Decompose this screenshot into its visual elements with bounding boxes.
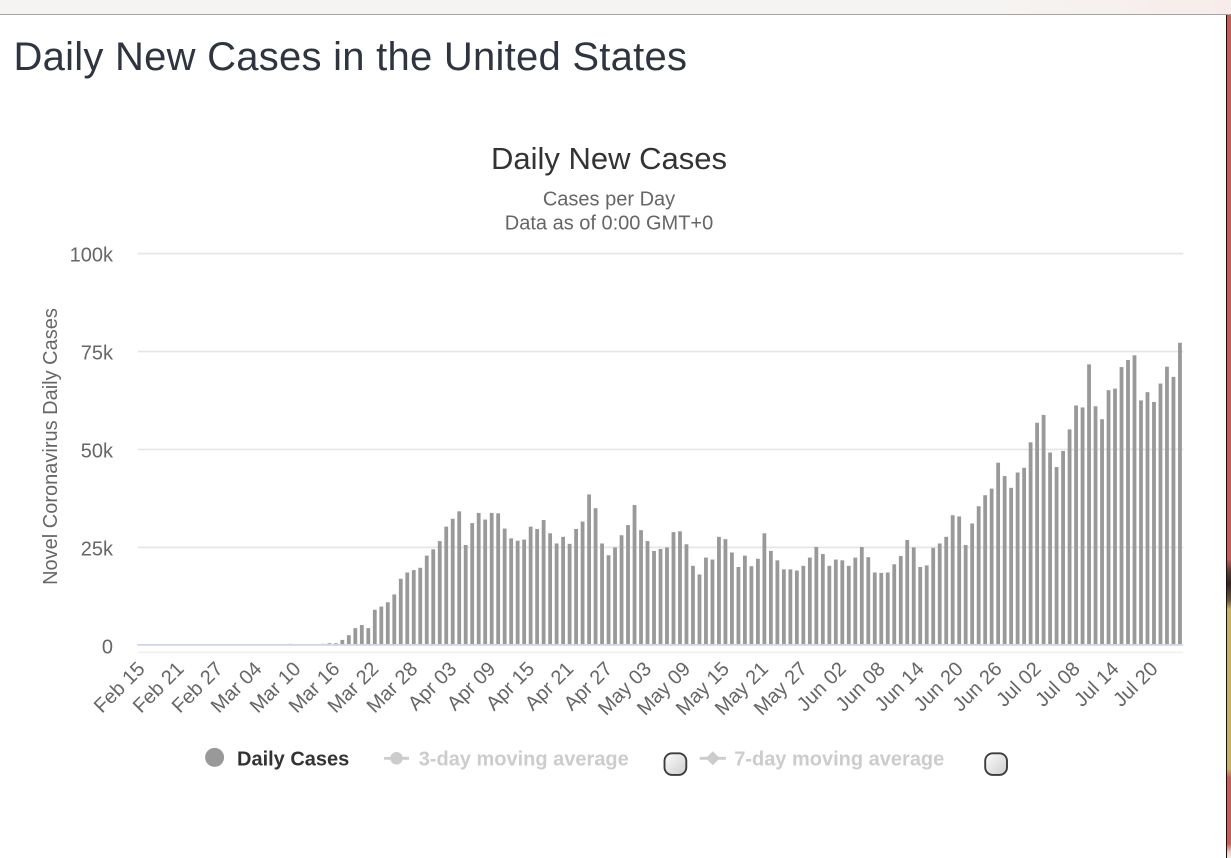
svg-text:Daily Cases: Daily Cases [237, 748, 349, 770]
svg-text:0: 0 [102, 636, 113, 658]
svg-text:7-day moving average: 7-day moving average [734, 748, 944, 770]
svg-text:Cases per Day: Cases per Day [543, 189, 675, 211]
svg-text:25k: 25k [81, 538, 114, 560]
svg-text:3-day moving average: 3-day moving average [419, 748, 629, 770]
svg-text:Daily New Cases: Daily New Cases [491, 141, 727, 176]
svg-text:50k: 50k [81, 441, 114, 463]
svg-text:75k: 75k [81, 343, 114, 365]
svg-text:Jul 20: Jul 20 [1109, 658, 1162, 711]
svg-text:Novel Coronavirus Daily Cases: Novel Coronavirus Daily Cases [40, 308, 62, 585]
svg-text:Data as of 0:00 GMT+0: Data as of 0:00 GMT+0 [505, 213, 713, 235]
svg-text:100k: 100k [70, 245, 114, 267]
